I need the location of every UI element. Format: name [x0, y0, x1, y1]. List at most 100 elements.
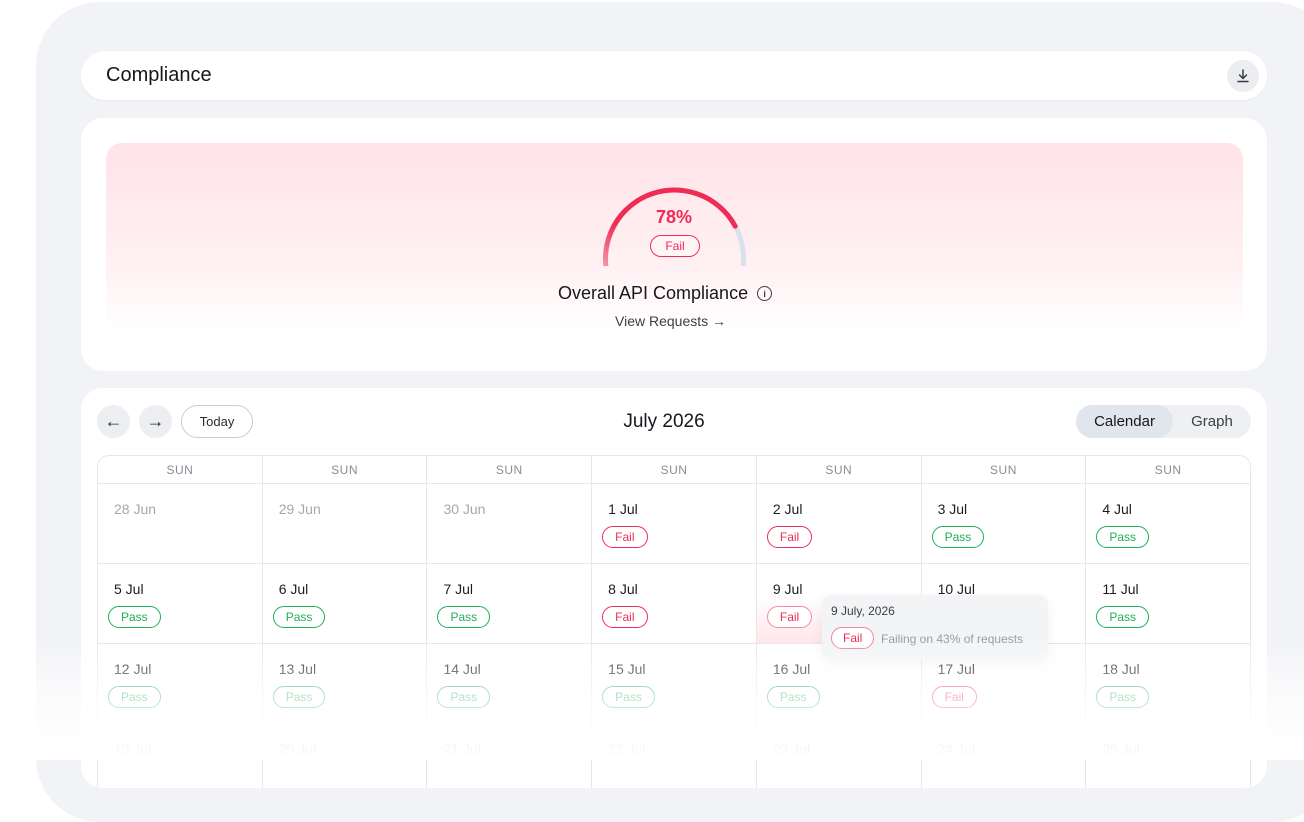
info-icon[interactable]: i	[757, 286, 773, 301]
calendar-day-label: 11 Jul	[1102, 581, 1139, 597]
calendar-week-row: 28 Jun 29 Jun 30 Jun 1 Jul Fail 2 Jul Fail 3 Ju…	[98, 484, 1250, 564]
calendar-day-cell[interactable]: 15 Jul Pass	[592, 644, 757, 723]
calendar-grid: SUN SUN SUN SUN SUN SUN SUN 28 Jun 29 Jun 30 Jun…	[97, 455, 1251, 788]
compliance-status-badge: Fail	[650, 235, 700, 257]
calendar-day-cell[interactable]: 28 Jun	[98, 484, 263, 563]
calendar-day-cell[interactable]: 29 Jun	[263, 484, 428, 563]
calendar-day-cell[interactable]: 20 Jul	[263, 724, 428, 788]
calendar-day-label: 10 Jul	[937, 581, 975, 597]
calendar-status-badge: Fail	[766, 526, 813, 548]
weekday-header: SUN	[98, 456, 263, 483]
calendar-day-label: 1 Jul	[608, 501, 638, 517]
calendar-day-cell[interactable]: 1 Jul Fail	[592, 484, 757, 563]
calendar-status-badge: Fail	[931, 686, 977, 708]
weekday-header: SUN	[427, 456, 593, 483]
month-label: July 2026	[623, 411, 705, 432]
calendar-day-cell[interactable]: 30 Jun	[427, 484, 593, 563]
calendar-day-cell[interactable]: 13 Jul Pass	[263, 644, 428, 723]
calendar-day-cell[interactable]: 4 Jul Pass	[1086, 484, 1250, 563]
prev-month-button[interactable]: ←	[97, 405, 130, 438]
calendar-day-label: 3 Jul	[937, 501, 968, 517]
calendar-status-badge: Pass	[602, 686, 655, 708]
download-button[interactable]	[1227, 60, 1259, 92]
arrow-right-icon: →	[146, 411, 165, 431]
calendar-day-label: 20 Jul	[278, 741, 317, 757]
calendar-day-cell[interactable]: 18 Jul Pass	[1086, 644, 1250, 723]
calendar-day-cell[interactable]: 14 Jul Pass	[427, 644, 593, 723]
calendar-day-label: 23 Jul	[772, 741, 811, 757]
weekday-header: SUN	[592, 456, 757, 483]
calendar-day-label: 7 Jul	[443, 581, 474, 597]
view-requests-link[interactable]: View Requests →	[615, 313, 727, 329]
compliance-hero: 78% Fail Overall API Compliance i View R…	[106, 143, 1243, 333]
calendar-day-cell[interactable]: 19 Jul	[98, 724, 263, 788]
tooltip-description: Failing on 43% of requests	[881, 632, 1024, 646]
compliance-percent: 78%	[655, 207, 693, 227]
calendar-day-label: 8 Jul	[608, 581, 638, 597]
graph-view-tab[interactable]: Graph	[1191, 413, 1233, 430]
calendar-day-cell[interactable]: 8 Jul Fail	[592, 564, 757, 643]
calendar-status-badge: Pass	[272, 606, 326, 628]
weekday-header: SUN	[922, 456, 1087, 483]
calendar-day-label: 19 Jul	[114, 741, 152, 757]
calendar-status-badge: Pass	[1096, 606, 1149, 628]
tooltip-date: 9 July, 2026	[831, 604, 895, 618]
page-title: Compliance	[106, 64, 212, 86]
calendar-status-badge: Pass	[437, 686, 491, 708]
calendar-day-label: 2 Jul	[772, 501, 803, 517]
next-month-button[interactable]: →	[139, 405, 172, 438]
gauge-fill	[603, 187, 738, 266]
calendar-day-cell[interactable]: 2 Jul Fail	[757, 484, 922, 563]
calendar-day-label: 5 Jul	[114, 581, 144, 597]
calendar-status-badge: Pass	[108, 686, 161, 708]
arrow-left-icon: ←	[104, 411, 123, 431]
tooltip-status-badge: Fail	[831, 627, 875, 649]
calendar-day-cell[interactable]: 6 Jul Pass	[263, 564, 428, 643]
calendar-day-cell[interactable]: 5 Jul Pass	[98, 564, 263, 643]
weekday-header: SUN	[757, 456, 922, 483]
weekday-header: SUN	[263, 456, 428, 483]
today-button[interactable]: Today	[181, 405, 253, 438]
calendar-day-label: 17 Jul	[937, 661, 975, 677]
calendar-day-cell[interactable]: 3 Jul Pass	[922, 484, 1087, 563]
calendar-day-cell[interactable]: 12 Jul Pass	[98, 644, 263, 723]
view-toggle: Calendar Graph	[1076, 405, 1251, 438]
calendar-day-cell[interactable]: 11 Jul Pass	[1086, 564, 1250, 643]
calendar-day-cell[interactable]: 7 Jul Pass	[427, 564, 593, 643]
calendar-day-cell[interactable]: 10 Jul	[922, 564, 1087, 643]
calendar-day-cell[interactable]: 25 Jul	[1086, 724, 1250, 788]
calendar-day-cell[interactable]: 23 Jul	[757, 724, 922, 788]
calendar-day-label: 14 Jul	[443, 661, 481, 677]
calendar-status-badge: Fail	[602, 606, 648, 628]
calendar-status-badge: Pass	[931, 526, 985, 548]
calendar-day-cell[interactable]: 24 Jul	[922, 724, 1087, 788]
calendar-status-badge: Fail	[602, 526, 648, 548]
calendar-day-label: 6 Jul	[278, 581, 309, 597]
calendar-day-cell[interactable]: 22 Jul	[592, 724, 757, 788]
calendar-day-label: 13 Jul	[278, 661, 317, 677]
calendar-day-label: 21 Jul	[443, 741, 481, 757]
calendar-day-label: 15 Jul	[608, 661, 646, 677]
calendar-card: ← → Today July 2026 Calendar Graph SUN SU…	[81, 388, 1267, 788]
calendar-status-badge: Pass	[437, 606, 491, 628]
calendar-status-badge: Pass	[1096, 686, 1149, 708]
calendar-day-label: 30 Jun	[443, 501, 486, 517]
calendar-status-badge: Pass	[1096, 526, 1149, 548]
compliance-summary-card: 78% Fail Overall API Compliance i View R…	[81, 118, 1267, 371]
calendar-day-label: 25 Jul	[1102, 741, 1140, 757]
calendar-day-cell[interactable]: 21 Jul	[427, 724, 593, 788]
calendar-status-badge: Fail	[766, 606, 813, 628]
calendar-week-row: 12 Jul Pass 13 Jul Pass 14 Jul Pass 15 Jul Pass…	[98, 644, 1250, 724]
calendar-day-label: 16 Jul	[772, 661, 811, 677]
compliance-title-text: Overall API Compliance	[558, 283, 749, 303]
calendar-day-label: 24 Jul	[937, 741, 975, 757]
day-tooltip: 9 July, 2026 Fail Failing on 43% of requ…	[822, 595, 1048, 659]
calendar-week-row: 5 Jul Pass 6 Jul Pass 7 Jul Pass 8 Jul Fail 9 Ju…	[98, 564, 1250, 644]
calendar-day-label: 28 Jun	[114, 501, 157, 517]
calendar-day-label: 18 Jul	[1102, 661, 1140, 677]
compliance-gauge	[603, 187, 746, 266]
calendar-view-tab[interactable]: Calendar	[1076, 405, 1173, 438]
calendar-status-badge: Pass	[272, 686, 326, 708]
weekday-header: SUN	[1154, 462, 1182, 477]
calendar-status-badge: Pass	[108, 606, 161, 628]
